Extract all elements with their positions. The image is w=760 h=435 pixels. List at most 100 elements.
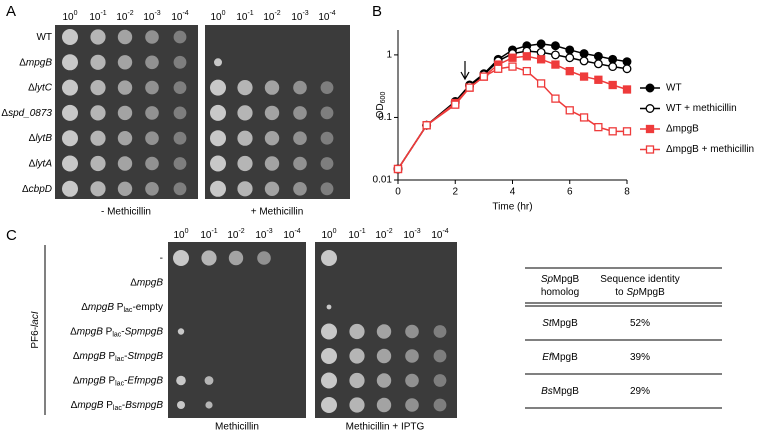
dilution-base: 10	[431, 230, 443, 241]
text-part: MpgB	[552, 318, 578, 329]
colony-spot	[376, 324, 392, 339]
data-marker	[508, 62, 517, 71]
colony-spot	[321, 397, 337, 413]
colony-spot	[62, 79, 78, 96]
colony-spot	[62, 104, 78, 121]
colony-spot	[237, 80, 253, 96]
strain-label: ΔlytA	[29, 158, 53, 169]
colony-spot	[264, 131, 280, 146]
text-part: MpgB	[553, 386, 579, 397]
data-marker	[508, 53, 517, 62]
strain-label: WT	[36, 32, 52, 43]
colony-spot	[145, 30, 159, 44]
text-part: lac	[115, 381, 124, 388]
colony-spot	[405, 373, 419, 388]
data-marker	[579, 72, 589, 81]
table-header: SpMpgB	[541, 274, 580, 285]
data-marker	[645, 145, 655, 154]
colony-spot	[90, 29, 106, 45]
dilution-label: 10-1	[236, 10, 253, 22]
colony-spot	[326, 304, 332, 310]
text-part: Δ	[1, 108, 8, 119]
colony-spot	[173, 182, 187, 196]
condition-label: - Methicillin	[101, 207, 151, 218]
colony-spot	[117, 29, 133, 45]
data-marker	[565, 53, 575, 63]
colony-spot	[117, 156, 133, 171]
colony-spot	[376, 397, 392, 413]
y-tick-label: 1	[386, 50, 392, 61]
colony-spot	[237, 130, 253, 146]
dilution-label: 10-1	[89, 10, 106, 22]
text-part: PF6-	[30, 327, 41, 349]
colony-spot	[173, 81, 187, 94]
dilution-exp: 0	[333, 228, 337, 235]
data-marker	[608, 54, 618, 64]
x-tick-label: 6	[567, 187, 573, 198]
dilution-base: 10	[291, 12, 303, 23]
data-marker	[565, 45, 575, 55]
colony-spot	[204, 376, 214, 385]
panel-label: A	[6, 3, 16, 20]
dilution-base: 10	[348, 230, 360, 241]
text-part: mpgB	[26, 57, 52, 68]
colony-spot	[433, 349, 447, 363]
dilution-exp: -1	[211, 228, 217, 235]
colony-spot	[321, 372, 337, 389]
data-marker	[422, 121, 431, 130]
dilution-base: 10	[89, 12, 101, 23]
strain-label: ΔlytB	[29, 133, 53, 144]
text-part: Δ	[71, 400, 78, 411]
text-part: lac	[112, 332, 121, 339]
text-part: Δ	[81, 302, 88, 313]
text-part: mpgB	[80, 375, 106, 386]
dilution-base: 10	[318, 12, 330, 23]
colony-spot	[321, 250, 337, 266]
dilution-label: 10-4	[171, 10, 188, 22]
text-part: mpgB	[77, 400, 103, 411]
data-marker	[550, 41, 560, 51]
colony-spot	[176, 375, 186, 386]
colony-spot	[145, 182, 159, 196]
colony-spot	[293, 182, 307, 196]
condition-label: + Methicillin	[251, 207, 304, 218]
colony-spot	[210, 180, 226, 197]
colony-spot	[117, 80, 133, 95]
dilution-exp: -1	[359, 228, 365, 235]
text-part: to	[615, 287, 626, 298]
colony-spot	[173, 106, 187, 120]
colony-spot	[210, 79, 226, 96]
text-part: P	[106, 351, 116, 362]
data-marker	[522, 66, 531, 76]
dilution-label: 10-1	[348, 228, 365, 240]
text-part: EfmpgB	[127, 375, 163, 386]
colony-spot	[117, 55, 133, 70]
colony-spot	[201, 250, 217, 266]
dilution-base: 10	[236, 12, 248, 23]
dilution-base: 10	[283, 230, 295, 241]
text-part: StmpgB	[127, 351, 163, 362]
x-axis-label: Time (hr)	[492, 202, 532, 213]
text-part: 39%	[630, 352, 650, 363]
text-part: Sequence identity	[600, 274, 680, 285]
colony-spot	[320, 157, 334, 170]
data-marker	[608, 127, 617, 136]
text-part: Δ	[73, 375, 80, 386]
colony-spot	[173, 250, 189, 266]
colony-spot	[320, 106, 334, 120]
colony-spot	[173, 157, 187, 170]
data-marker	[451, 100, 460, 109]
text-part: -	[124, 375, 127, 386]
dilution-label: 10-4	[318, 10, 335, 22]
colony-spot	[433, 325, 447, 338]
text-part: P	[106, 375, 116, 386]
colony-spot	[177, 401, 185, 409]
text-part: -	[124, 351, 127, 362]
text-part: lac	[113, 405, 122, 412]
text-part: homolog	[541, 287, 579, 298]
dilution-label: 10-3	[255, 228, 272, 240]
data-marker	[479, 72, 489, 81]
text-part: P	[114, 302, 124, 313]
text-part: cbpD	[29, 183, 52, 194]
condition-label: Methicillin + IPTG	[346, 422, 425, 433]
